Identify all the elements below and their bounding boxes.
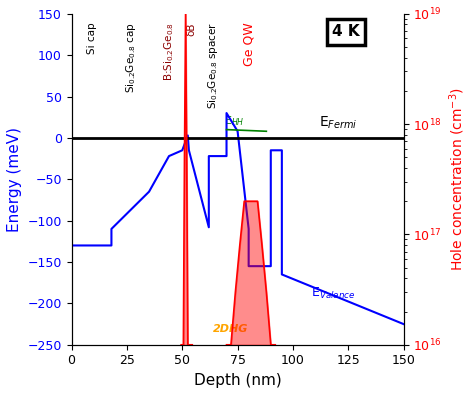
Y-axis label: Hole concentration (cm$^{-3}$): Hole concentration (cm$^{-3}$) bbox=[447, 87, 467, 271]
Text: E$_{Fermi}$: E$_{Fermi}$ bbox=[319, 114, 358, 131]
Text: Si$_{0.2}$Ge$_{0.8}$ cap: Si$_{0.2}$Ge$_{0.8}$ cap bbox=[124, 22, 138, 93]
Text: B:Si$_{0.2}$Ge$_{0.8}$: B:Si$_{0.2}$Ge$_{0.8}$ bbox=[162, 22, 176, 81]
Text: 2DHG: 2DHG bbox=[213, 324, 249, 334]
Y-axis label: Energy (meV): Energy (meV) bbox=[7, 127, 22, 232]
Text: 4 K: 4 K bbox=[332, 24, 360, 40]
Text: Ge QW: Ge QW bbox=[242, 22, 255, 66]
Text: E$_{Valence}$: E$_{Valence}$ bbox=[310, 286, 355, 301]
Text: E$_{HH}$: E$_{HH}$ bbox=[224, 115, 245, 128]
Text: δB: δB bbox=[186, 22, 196, 36]
Text: Si$_{0.2}$Ge$_{0.8}$ spacer: Si$_{0.2}$Ge$_{0.8}$ spacer bbox=[206, 22, 220, 109]
X-axis label: Depth (nm): Depth (nm) bbox=[194, 373, 282, 388]
Text: Si cap: Si cap bbox=[87, 22, 97, 54]
